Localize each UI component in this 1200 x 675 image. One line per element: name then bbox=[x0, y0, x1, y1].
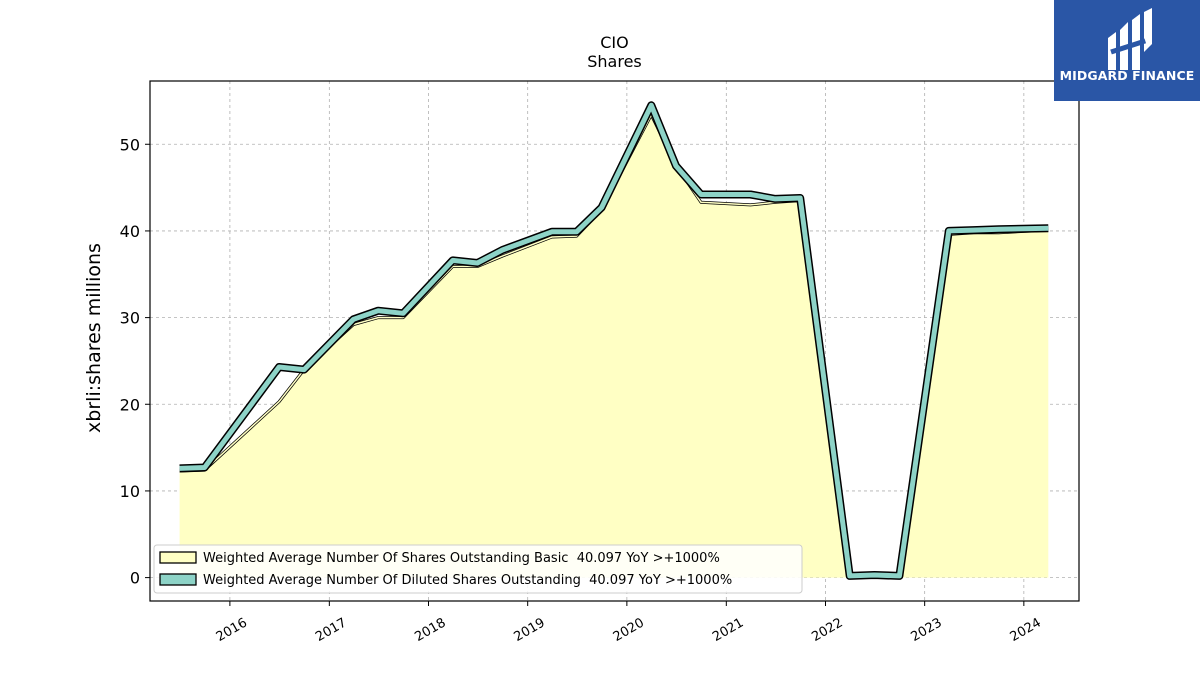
y-tick-label: 50 bbox=[120, 135, 140, 154]
series-group bbox=[179, 101, 1049, 580]
x-ticks: 2016 2017 2018 2019 2020 2021 2022 2023 2024 bbox=[214, 601, 1044, 645]
y-tick-label: 30 bbox=[120, 309, 140, 328]
y-tick-label: 0 bbox=[130, 569, 140, 588]
y-ticks: 0 10 20 30 40 50 bbox=[120, 135, 150, 588]
x-tick-label: 2018 bbox=[412, 615, 448, 645]
plot-frame bbox=[149, 80, 1080, 602]
legend-label-basic: Weighted Average Number Of Shares Outsta… bbox=[203, 551, 720, 566]
logo-text: MIDGARD FINANCE bbox=[1059, 68, 1195, 83]
x-tick-label: 2022 bbox=[809, 615, 845, 645]
x-tick-label: 2023 bbox=[909, 615, 945, 645]
x-tick-label: 2016 bbox=[214, 615, 250, 645]
x-tick-label: 2021 bbox=[710, 615, 746, 645]
series-line-diluted bbox=[179, 102, 1049, 579]
chart-title: CIO bbox=[600, 33, 628, 52]
legend-swatch-diluted bbox=[159, 573, 197, 586]
legend-swatch-basic bbox=[159, 551, 197, 564]
x-tick-label: 2017 bbox=[313, 615, 349, 645]
midgard-finance-logo: MIDGARD FINANCE bbox=[1054, 0, 1200, 101]
y-tick-label: 40 bbox=[120, 222, 140, 241]
x-tick-label: 2019 bbox=[512, 615, 548, 645]
midgard-logo-icon bbox=[1108, 8, 1152, 70]
legend: Weighted Average Number Of Shares Outsta… bbox=[153, 544, 803, 594]
y-axis-label: xbrli:shares millions bbox=[83, 243, 105, 433]
y-tick-label: 10 bbox=[120, 482, 140, 501]
chart-subtitle: Shares bbox=[587, 52, 642, 71]
y-tick-label: 20 bbox=[120, 395, 140, 414]
legend-box bbox=[153, 544, 803, 594]
legend-label-diluted: Weighted Average Number Of Diluted Share… bbox=[203, 573, 732, 588]
x-tick-label: 2020 bbox=[611, 615, 647, 645]
x-tick-label: 2024 bbox=[1008, 615, 1044, 645]
